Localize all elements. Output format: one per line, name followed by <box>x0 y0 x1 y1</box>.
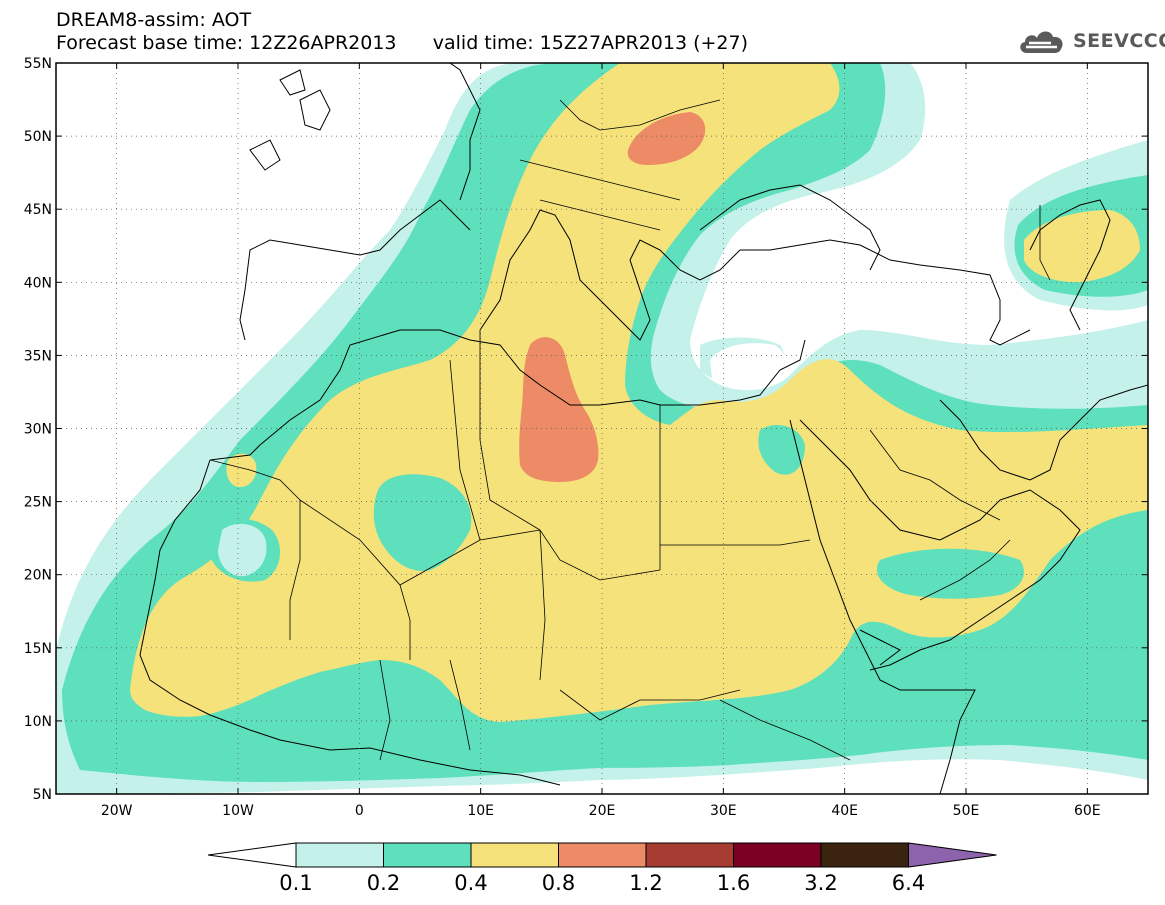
axis-ticks <box>56 62 1148 795</box>
colorbar-swatch <box>295 842 384 868</box>
colorbar-label: 0.4 <box>454 871 487 895</box>
coastlines <box>139 63 1148 794</box>
colorbar-label: 6.4 <box>892 871 925 895</box>
colorbar-label: 3.2 <box>804 871 837 895</box>
lat-label: 20N <box>24 568 52 584</box>
colorbar-under-triangle <box>207 842 297 868</box>
colorbar-swatch <box>383 842 472 868</box>
lon-label: 50E <box>953 803 980 819</box>
lat-label: 30N <box>24 422 52 438</box>
lon-label: 0 <box>355 803 364 819</box>
lat-label: 35N <box>24 348 52 364</box>
lat-label: 50N <box>24 129 52 145</box>
colorbar-label: 0.1 <box>279 871 312 895</box>
colorbar-label: 0.2 <box>367 871 400 895</box>
lon-label: 60E <box>1074 803 1101 819</box>
lat-label: 55N <box>24 56 52 72</box>
aot-colorbar: 0.1 0.2 0.4 0.8 1.2 1.6 3.2 6.4 <box>207 842 997 895</box>
lat-label: 25N <box>24 495 52 511</box>
aot-level-0-8 <box>519 112 706 482</box>
aot-clear-east-med <box>710 343 787 387</box>
colorbar-label: 1.6 <box>717 871 750 895</box>
lon-label: 40E <box>831 803 858 819</box>
colorbar-swatch <box>470 842 559 868</box>
map-title: DREAM8-assim: AOT <box>56 9 252 31</box>
lat-label: 40N <box>24 275 52 291</box>
cloud-icon <box>1020 31 1063 53</box>
forecast-times: Forecast base time: 12Z26APR2013 valid t… <box>56 33 748 53</box>
valid-time: valid time: 15Z27APR2013 (+27) <box>432 32 749 54</box>
colorbar-label: 1.2 <box>629 871 662 895</box>
colorbar-swatch <box>645 842 734 868</box>
lat-label: 10N <box>24 714 52 730</box>
logo-text: SEEVCCC <box>1073 30 1165 52</box>
lon-label: 20E <box>589 803 616 819</box>
lon-label: 10W <box>222 803 254 819</box>
lon-label: 20W <box>101 803 133 819</box>
lat-label: 5N <box>33 787 52 803</box>
lat-label: 15N <box>24 641 52 657</box>
colorbar-label: 0.8 <box>542 871 575 895</box>
lat-label: 45N <box>24 202 52 218</box>
colorbar-swatch <box>558 842 647 868</box>
latitude-labels: 55N 50N 45N 40N 35N 30N 25N 20N 15N 10N 5N <box>24 56 52 803</box>
colorbar-swatch <box>733 842 822 868</box>
longitude-labels: 20W 10W 0 10E 20E 30E 40E 50E 60E <box>101 803 1101 819</box>
seevccc-logo: SEEVCCC <box>1017 24 1165 58</box>
forecast-base-time: Forecast base time: 12Z26APR2013 <box>56 32 397 54</box>
lon-label: 10E <box>467 803 494 819</box>
lon-label: 30E <box>710 803 737 819</box>
colorbar-over-triangle <box>908 842 997 868</box>
country-borders <box>209 99 1051 761</box>
graticule <box>56 63 1148 794</box>
colorbar-swatch <box>820 842 909 868</box>
